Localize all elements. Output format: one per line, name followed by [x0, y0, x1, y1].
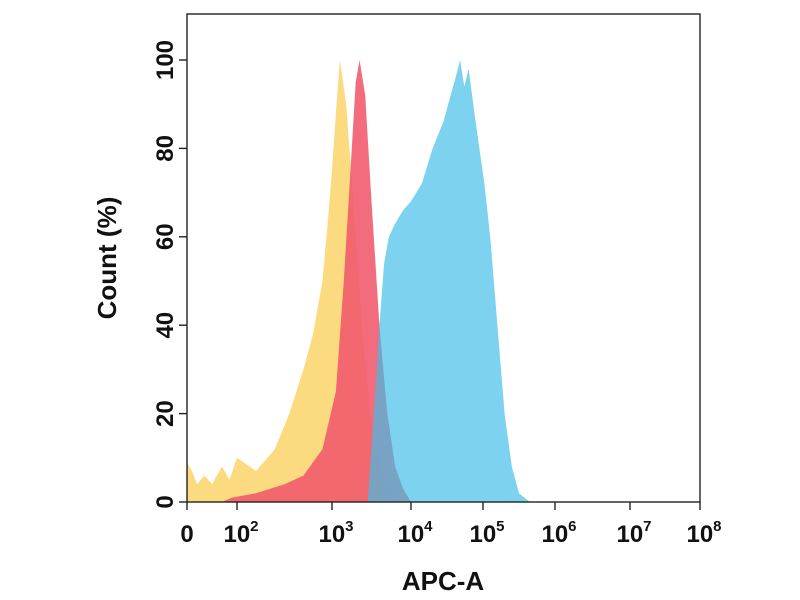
- x-tick-label: 108: [686, 518, 721, 548]
- y-tick-label: 40: [152, 312, 179, 339]
- plot-frame: [186, 13, 701, 503]
- histogram-series-3: [367, 60, 530, 502]
- x-tick-label: 107: [616, 518, 651, 548]
- x-tick-layer: 0 102 103 104 105 106 107 108: [180, 502, 722, 548]
- x-tick-label: 102: [223, 518, 258, 548]
- x-tick-label: 106: [541, 518, 576, 548]
- y-tick-label: 0: [152, 495, 179, 508]
- y-tick-label: 80: [152, 135, 179, 162]
- x-tick-label: 104: [397, 518, 433, 548]
- x-tick-label: 103: [318, 518, 353, 548]
- y-axis-title: Count (%): [92, 197, 122, 320]
- y-tick-label: 20: [152, 400, 179, 427]
- x-axis-title: APC-A: [402, 566, 485, 596]
- y-tick-label: 100: [152, 40, 179, 80]
- x-tick-label: 105: [469, 518, 504, 548]
- y-tick-layer: 0 20 40 60 80 100: [152, 40, 187, 509]
- y-tick-label: 60: [152, 223, 179, 250]
- x-tick-label: 0: [180, 521, 193, 548]
- histogram-series-2: [222, 60, 411, 502]
- series-layer: [187, 60, 530, 502]
